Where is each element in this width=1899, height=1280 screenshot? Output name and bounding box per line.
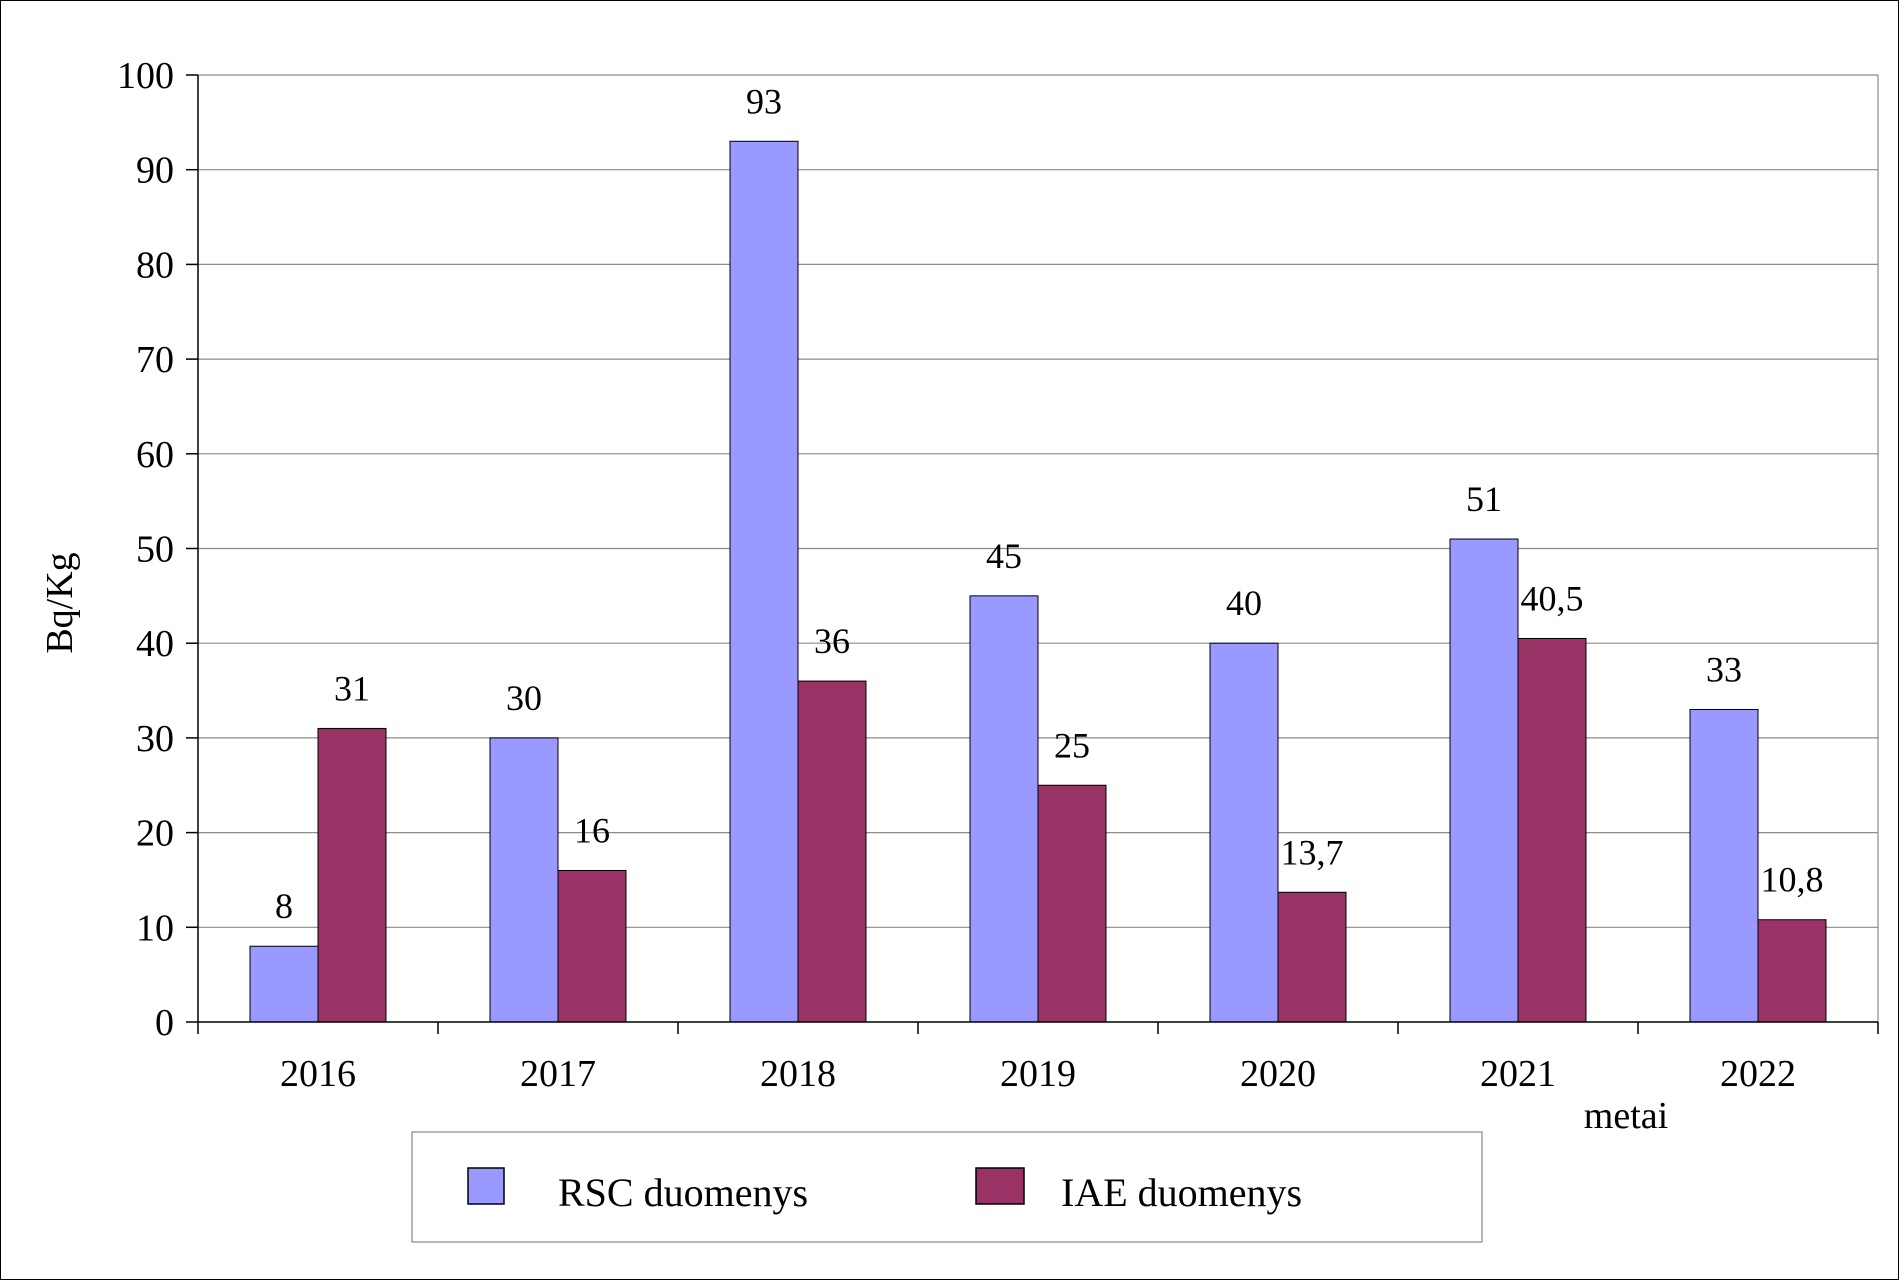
gridlines (198, 74, 1879, 1022)
data-label: 51 (1466, 479, 1502, 519)
legend-box (411, 1131, 1483, 1243)
data-label: 13,7 (1281, 832, 1344, 872)
x-tick-label: 2019 (1000, 1053, 1076, 1095)
data-labels: 8 30 93 45 40 51 33 31 16 36 25 13,7 40,5 10,8 (275, 81, 1824, 926)
y-tick-label: 0 (155, 1002, 174, 1044)
y-tick-label: 50 (136, 529, 174, 571)
data-label: 33 (1706, 649, 1742, 689)
x-tick-label: 2016 (280, 1053, 356, 1095)
bar-iae-2022 (1757, 919, 1827, 1023)
y-tick-label: 100 (117, 55, 174, 97)
legend-swatch-iae (975, 1167, 1025, 1205)
data-label: 45 (986, 536, 1022, 576)
legend-label-iae: IAE duomenys (1061, 1170, 1302, 1215)
y-tick-label: 90 (136, 150, 174, 192)
bar-rsc-2020 (1209, 642, 1279, 1023)
data-label: 31 (334, 668, 370, 708)
y-tick-label: 40 (136, 623, 174, 665)
legend-swatch-rsc (467, 1167, 505, 1205)
bar-rsc-2021 (1449, 538, 1519, 1023)
bar-iae-2016 (317, 727, 387, 1023)
data-label: 16 (574, 810, 610, 850)
y-tick-label: 60 (136, 434, 174, 476)
data-label: 93 (746, 81, 782, 121)
bar-iae-2020 (1277, 891, 1347, 1023)
data-label: 40,5 (1521, 578, 1584, 618)
x-tick-label: 2020 (1240, 1053, 1316, 1095)
axes (186, 74, 1879, 1034)
x-tick-labels: 2016 2017 2018 2019 2020 2021 2022 (280, 1053, 1796, 1095)
y-tick-labels: 0 10 20 30 40 50 60 70 80 90 100 (117, 55, 174, 1044)
data-label: 40 (1226, 583, 1262, 623)
y-tick-label: 80 (136, 244, 174, 286)
bars (249, 140, 1827, 1023)
bar-rsc-2019 (969, 595, 1039, 1023)
bar-iae-2019 (1037, 784, 1107, 1023)
bar-iae-2018 (797, 680, 867, 1023)
x-axis-title: metai (1584, 1095, 1668, 1137)
data-label: 10,8 (1761, 860, 1824, 900)
y-tick-label: 30 (136, 718, 174, 760)
bar-rsc-2022 (1689, 708, 1759, 1023)
y-tick-label: 10 (136, 907, 174, 949)
data-label: 25 (1054, 725, 1090, 765)
bar-iae-2021 (1517, 637, 1587, 1023)
x-tick-label: 2017 (520, 1053, 596, 1095)
bar-rsc-2016 (249, 945, 319, 1023)
data-label: 8 (275, 886, 293, 926)
bar-iae-2017 (557, 869, 627, 1023)
x-tick-label: 2022 (1720, 1053, 1796, 1095)
bar-rsc-2018 (729, 140, 799, 1023)
data-label: 30 (506, 678, 542, 718)
legend-label-rsc: RSC duomenys (558, 1170, 808, 1215)
legend: RSC duomenys IAE duomenys (411, 1131, 1483, 1243)
data-label: 36 (814, 621, 850, 661)
bar-rsc-2017 (489, 737, 559, 1023)
y-tick-label: 20 (136, 813, 174, 855)
x-tick-label: 2021 (1480, 1053, 1556, 1095)
y-tick-label: 70 (136, 339, 174, 381)
x-tick-label: 2018 (760, 1053, 836, 1095)
y-axis-title: Bq/Kg (39, 552, 81, 653)
